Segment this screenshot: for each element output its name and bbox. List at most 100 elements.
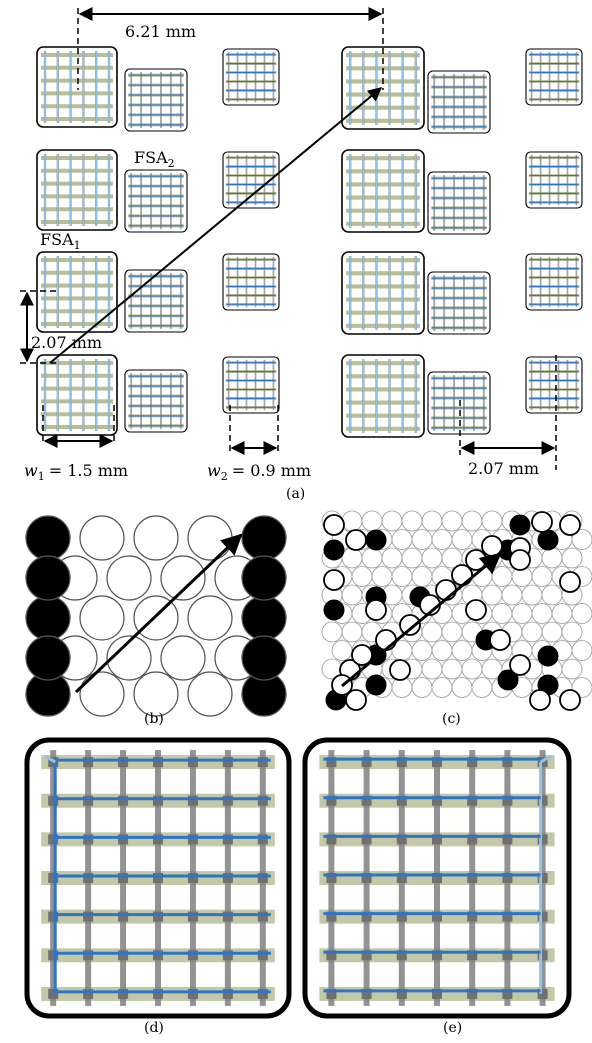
fsa1-cell [36, 251, 118, 333]
junction [222, 873, 233, 883]
junction [222, 950, 233, 961]
junction [222, 911, 233, 922]
light-element [79, 671, 125, 717]
highlight-element [345, 689, 367, 711]
junction [118, 873, 129, 883]
highlight-element [375, 629, 397, 651]
fsa2-cell [427, 171, 491, 235]
highlight-element [365, 599, 387, 621]
light-element [561, 547, 583, 569]
dark-element [241, 555, 287, 601]
junction [396, 950, 407, 961]
junction [502, 873, 513, 883]
light-element [411, 529, 433, 550]
light-element [341, 510, 363, 532]
light-element [341, 547, 363, 569]
light-element [571, 603, 592, 624]
light-element [541, 584, 563, 606]
junction [118, 988, 129, 999]
light-element [411, 566, 433, 587]
dim-bottom-right-label: 2.07 mm [468, 459, 539, 478]
light-element [561, 621, 583, 643]
junction [48, 911, 59, 922]
fsa-frame [525, 48, 583, 106]
junction [537, 834, 548, 845]
junction [48, 988, 59, 999]
light-element [451, 677, 473, 698]
fsa-frame [525, 356, 583, 414]
light-element [371, 566, 393, 587]
junction [257, 950, 268, 961]
light-element [431, 529, 453, 550]
junction [467, 795, 478, 806]
junction [432, 950, 442, 961]
fsa1-sub: 1 [74, 239, 81, 252]
light-element [421, 621, 443, 643]
junction [432, 988, 442, 999]
junction [432, 834, 442, 845]
fsa2-cell [525, 253, 583, 311]
junction [361, 988, 372, 999]
light-element [431, 640, 453, 661]
highlight-element [323, 514, 345, 536]
w2-value: = 0.9 mm [232, 461, 311, 480]
junction [537, 988, 548, 999]
fsa-frame [124, 269, 188, 333]
fsa-frame [341, 251, 425, 335]
light-element [481, 510, 503, 532]
light-element [391, 529, 413, 550]
fsa-frame [222, 253, 280, 311]
junction [83, 911, 94, 922]
light-element [431, 677, 453, 698]
highlight-element [559, 571, 581, 593]
junction [537, 873, 548, 883]
junction [502, 911, 513, 922]
light-element [187, 671, 233, 717]
junction [326, 795, 337, 806]
light-element [187, 515, 233, 561]
junction [326, 950, 337, 961]
caption-d: (d) [144, 1020, 164, 1036]
highlight-element [345, 529, 367, 551]
dark-element [25, 595, 71, 641]
highlight-element [323, 569, 345, 591]
fsa-frame [36, 46, 118, 128]
svg-text:FSA1: FSA1 [40, 230, 81, 252]
fsa1-cell [36, 46, 118, 128]
junction [153, 950, 163, 961]
light-element [351, 566, 373, 587]
light-element [451, 529, 473, 550]
highlight-element [531, 511, 553, 533]
junction [396, 873, 407, 883]
junction [396, 834, 407, 845]
junction [187, 834, 198, 845]
junction [153, 795, 163, 806]
highlight-element [509, 654, 531, 676]
fsa-frame [525, 253, 583, 311]
highlight-element [529, 689, 551, 711]
light-element [321, 621, 343, 643]
light-element [106, 635, 152, 681]
w2-label: w [207, 461, 221, 480]
junction [502, 988, 513, 999]
junction [222, 795, 233, 806]
fsa1-cell [341, 149, 425, 233]
dark-element [25, 515, 71, 561]
fsa-frame [427, 371, 491, 435]
caption-a: (a) [286, 486, 305, 502]
junction [187, 950, 198, 961]
junction [467, 988, 478, 999]
svg-text:w1= 1.5 mm: w1 = 1.5 mm [24, 461, 128, 483]
panel-c-arrow: (c) [341, 552, 502, 727]
junction [467, 873, 478, 883]
dark-element [241, 635, 287, 681]
dark-element [509, 514, 531, 536]
dark-element [241, 595, 287, 641]
junction [257, 757, 268, 768]
svg-text:FSA2: FSA2 [134, 148, 175, 170]
highlight-element [489, 629, 511, 651]
junction [187, 795, 198, 806]
light-element [331, 640, 353, 661]
panel-a-annotations: 6.21 mm 2.07 mm FSA2 FSA1 w1 = 1.5 mm w2 =… [20, 7, 557, 502]
